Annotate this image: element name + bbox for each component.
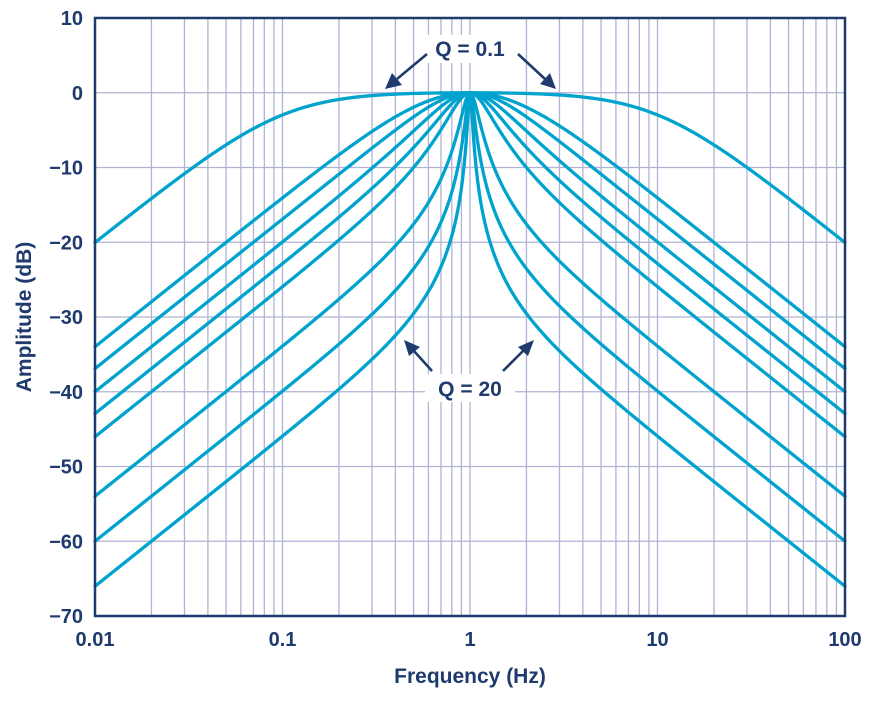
series-line <box>93 91 847 588</box>
q-low-arrow-left <box>396 53 428 80</box>
annotations: Q = 0.1 Q = 20 <box>385 35 556 402</box>
x-tick-label: 1 <box>464 629 475 651</box>
q-low-label-bg <box>420 35 520 63</box>
y-tick-label: −40 <box>49 382 83 404</box>
y-tick-label: −50 <box>49 457 83 479</box>
x-tick-label: 0.1 <box>269 629 297 651</box>
q-high-arrow-right <box>502 350 524 372</box>
q-high-label-bg <box>425 374 515 402</box>
plot-frame <box>93 16 847 618</box>
y-tick-labels: 10 0 −10 −20 −30 −40 −50 −60 −70 <box>49 8 83 628</box>
x-axis-label: Frequency (Hz) <box>394 665 546 688</box>
x-tick-labels: 0.01 0.1 1 10 100 <box>76 629 862 651</box>
x-tick-label: 100 <box>828 629 861 651</box>
q-low-arrowhead-right <box>540 73 556 89</box>
y-tick-label: 0 <box>72 83 83 105</box>
y-tick-label: −60 <box>49 531 83 553</box>
q-low-arrowhead-left <box>385 73 402 89</box>
y-tick-label: −10 <box>49 158 83 180</box>
q-high-annotation: Q = 20 <box>438 378 502 401</box>
y-tick-label: −70 <box>49 606 83 628</box>
q-high-arrowhead-left <box>404 340 420 356</box>
y-tick-label: −20 <box>49 232 83 254</box>
q-high-arrow-left <box>413 350 433 372</box>
x-tick-label: 10 <box>646 629 668 651</box>
y-tick-label: 10 <box>61 8 83 30</box>
x-tick-label: 0.01 <box>76 629 115 651</box>
q-low-arrow-right <box>517 53 546 80</box>
y-axis-label: Amplitude (dB) <box>13 242 36 392</box>
curves <box>93 91 847 588</box>
q-high-arrowhead-right <box>518 340 534 356</box>
q-low-annotation: Q = 0.1 <box>435 38 505 61</box>
y-tick-label: −30 <box>49 307 83 329</box>
